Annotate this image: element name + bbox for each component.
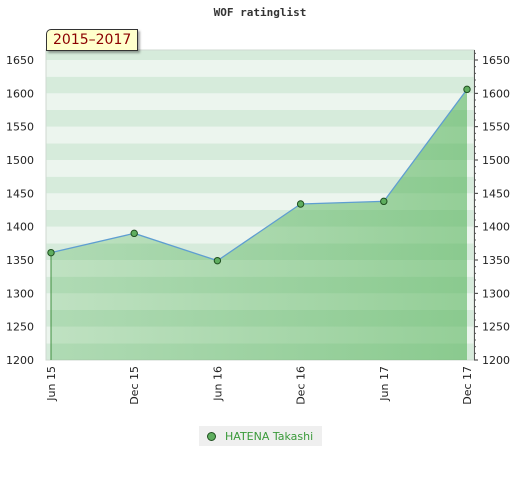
series-area	[51, 89, 467, 360]
data-point	[213, 256, 222, 265]
grid-band	[46, 160, 474, 177]
data-point	[296, 200, 305, 208]
y-tick-label-left: 1400	[6, 221, 34, 234]
y-tick-label-left: 1650	[6, 54, 34, 67]
series-line	[50, 88, 468, 262]
chart-title: WOF ratinglist	[213, 6, 307, 19]
y-tick-label-left: 1200	[6, 354, 34, 367]
data-point	[463, 85, 471, 94]
y-tick-label-left: 1300	[6, 287, 34, 300]
y-tick-label-right: 1300	[482, 287, 510, 300]
data-point	[130, 229, 138, 238]
x-tick-label: Dec 16	[295, 366, 308, 405]
x-tick-label: Dec 15	[128, 366, 141, 405]
legend-marker	[207, 431, 216, 441]
y-tick-label-left: 1550	[6, 121, 34, 134]
grid-band	[46, 50, 474, 60]
data-point	[380, 197, 388, 206]
x-tick-label: Jun 16	[211, 366, 224, 402]
grid-band	[46, 126, 474, 144]
y-tick-label-right: 1550	[482, 121, 510, 134]
y-tick-label-left: 1500	[6, 154, 34, 167]
grid-band	[46, 93, 474, 110]
date-range-badge: 2015–2017	[46, 29, 139, 51]
x-tick-label: Dec 17	[461, 366, 474, 405]
y-tick-label-right: 1250	[482, 321, 510, 334]
grid-band	[46, 110, 474, 127]
y-tick-label-right: 1450	[482, 187, 510, 200]
legend[interactable]: HATENA Takashi	[199, 426, 322, 446]
y-tick-label-right: 1500	[482, 154, 510, 167]
grid-band	[46, 76, 474, 94]
y-tick-label-right: 1650	[482, 54, 510, 67]
y-tick-label-right: 1200	[482, 354, 510, 367]
y-tick-label-right: 1400	[482, 221, 510, 234]
y-tick-label-right: 1600	[482, 87, 510, 100]
x-tick-label: Jun 15	[45, 366, 58, 402]
y-tick-label-right: 1350	[482, 254, 510, 267]
y-tick-label-left: 1600	[6, 87, 34, 100]
y-tick-label-left: 1450	[6, 187, 34, 200]
x-tick-label: Jun 17	[378, 366, 391, 402]
y-tick-label-left: 1250	[6, 321, 34, 334]
y-tick-label-left: 1350	[6, 254, 34, 267]
grid-band	[46, 143, 474, 160]
data-point	[47, 248, 55, 257]
grid-band	[46, 60, 474, 77]
legend-label-series: HATENA Takashi	[225, 429, 314, 443]
grid-band	[46, 176, 474, 194]
